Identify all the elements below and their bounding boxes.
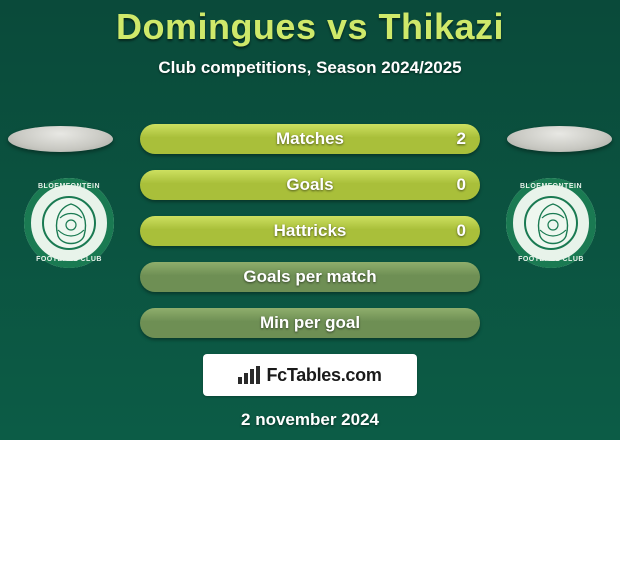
crest-top-text: BLOEMFONTEIN CELTIC <box>31 183 107 197</box>
crest-inner <box>524 196 578 250</box>
bottom-blank <box>0 440 620 580</box>
crest-top-text: BLOEMFONTEIN CELTIC <box>513 183 589 197</box>
player-badge-placeholder-left <box>8 126 113 152</box>
stat-bar-label: Matches <box>276 129 344 149</box>
stat-bar-label: Goals <box>286 175 333 195</box>
crest-ring: BLOEMFONTEIN CELTIC FOOTBALL CLUB <box>506 178 596 268</box>
crest-ring: BLOEMFONTEIN CELTIC FOOTBALL CLUB <box>24 178 114 268</box>
crest-bottom-text: FOOTBALL CLUB <box>513 256 589 263</box>
comparison-infographic: Domingues vs Thikazi Club competitions, … <box>0 0 620 580</box>
stat-bar: Goals 0 <box>140 170 480 200</box>
logo-text: FcTables.com <box>266 365 381 386</box>
bar-chart-icon <box>238 366 260 384</box>
stat-bar-label: Min per goal <box>260 313 360 333</box>
stat-bar: Min per goal <box>140 308 480 338</box>
stat-bar-value: 0 <box>457 170 466 200</box>
page-subtitle: Club competitions, Season 2024/2025 <box>0 58 620 78</box>
club-crest-left: BLOEMFONTEIN CELTIC FOOTBALL CLUB <box>24 178 114 268</box>
stat-bars: Matches 2 Goals 0 Hattricks 0 Goals per match M… <box>140 124 480 354</box>
crest-graphic <box>526 198 578 250</box>
crest-inner <box>42 196 96 250</box>
stat-bar-value: 0 <box>457 216 466 246</box>
fctables-logo: FcTables.com <box>203 354 417 396</box>
page-title: Domingues vs Thikazi <box>0 0 620 48</box>
club-crest-right: BLOEMFONTEIN CELTIC FOOTBALL CLUB <box>506 178 596 268</box>
stat-bar-label: Goals per match <box>243 267 376 287</box>
crest-bottom-text: FOOTBALL CLUB <box>31 256 107 263</box>
stat-bar-label: Hattricks <box>274 221 347 241</box>
stat-bar-value: 2 <box>457 124 466 154</box>
crest-graphic <box>44 198 96 250</box>
stat-bar: Goals per match <box>140 262 480 292</box>
stat-bar: Hattricks 0 <box>140 216 480 246</box>
player-badge-placeholder-right <box>507 126 612 152</box>
date-text: 2 november 2024 <box>0 410 620 430</box>
top-panel: Domingues vs Thikazi Club competitions, … <box>0 0 620 440</box>
stat-bar: Matches 2 <box>140 124 480 154</box>
